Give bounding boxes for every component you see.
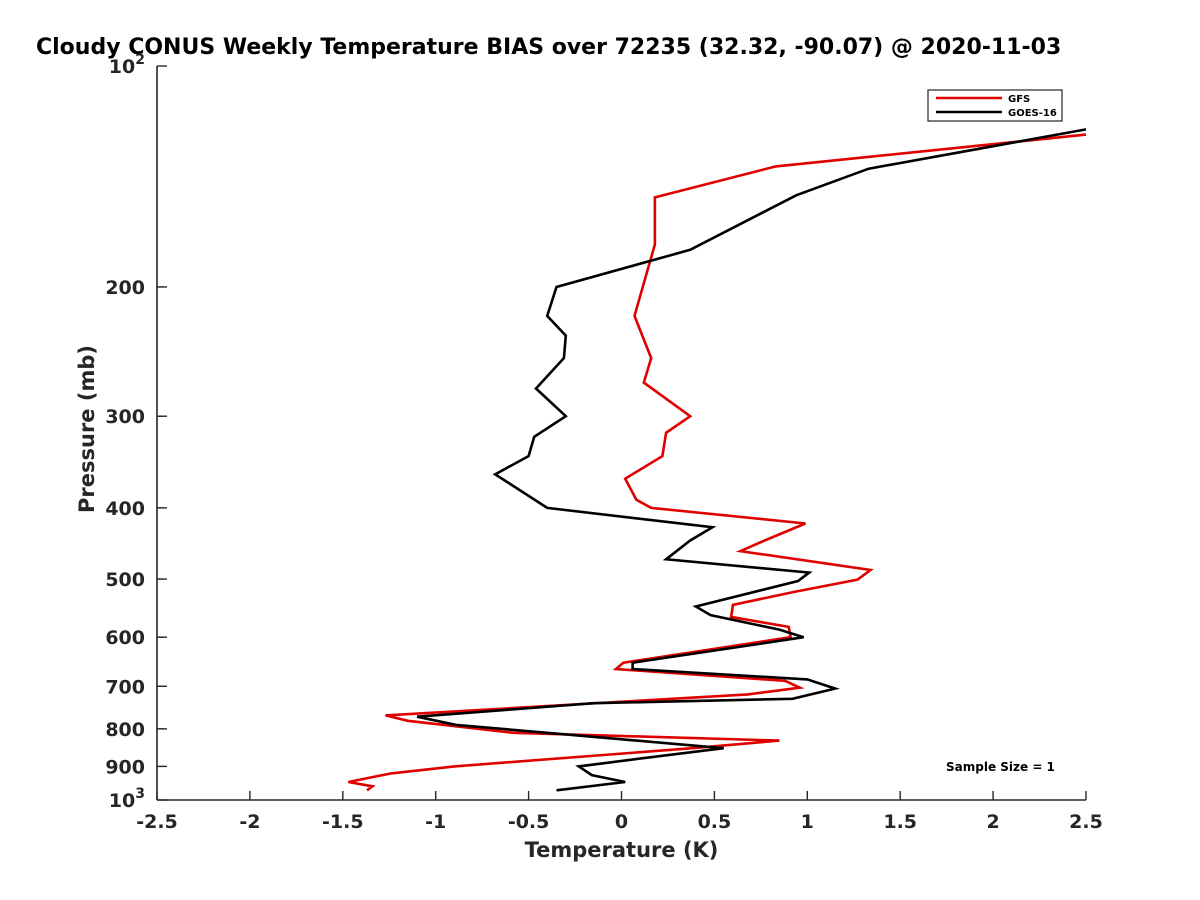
x-axis-label: Temperature (K) — [525, 838, 719, 862]
legend: GFS GOES-16 — [927, 89, 1063, 122]
y-tick-label: 900 — [105, 756, 145, 778]
x-tick-label: 2 — [986, 811, 999, 833]
y-tick-label: 300 — [105, 406, 145, 428]
series-line-gfs — [348, 133, 1087, 792]
y-tick-label: 400 — [105, 498, 145, 520]
y-tick-label: 700 — [105, 676, 145, 698]
x-tick-label: -1.5 — [322, 811, 364, 833]
y-tick-label: 600 — [105, 627, 145, 649]
x-tick-label: 0 — [615, 811, 628, 833]
series-line-goes-16 — [416, 128, 1087, 792]
y-tick-base: 10 — [109, 56, 135, 78]
series-lines — [348, 128, 1087, 792]
y-tick-label: 200 — [105, 277, 145, 299]
x-tick-label: 1.5 — [883, 811, 917, 833]
y-tick-base: 10 — [109, 790, 135, 812]
x-tick-label: 2.5 — [1069, 811, 1103, 833]
x-tick-label: 0.5 — [698, 811, 732, 833]
y-tick-label: 103 — [109, 786, 145, 812]
y-axis-label: Pressure (mb) — [75, 345, 99, 513]
y-tick-exponent: 3 — [135, 786, 145, 802]
x-ticks: -2.5 -2 -1.5 -1 -0.5 0 0.5 1 1.5 2 2.5 — [136, 791, 1103, 833]
x-tick-label: -2 — [239, 811, 260, 833]
x-tick-label: -2.5 — [136, 811, 178, 833]
legend-label: GOES-16 — [1008, 108, 1057, 119]
x-tick-label: -0.5 — [508, 811, 550, 833]
x-tick-label: -1 — [425, 811, 446, 833]
chart-title: Cloudy CONUS Weekly Temperature BIAS ove… — [36, 35, 1061, 60]
sample-size-annotation: Sample Size = 1 — [946, 760, 1055, 774]
y-tick-label: 800 — [105, 719, 145, 741]
legend-label: GFS — [1008, 94, 1030, 105]
y-tick-exponent: 2 — [135, 52, 145, 68]
legend-box — [927, 89, 1063, 122]
y-tick-label: 500 — [105, 569, 145, 591]
x-tick-label: 1 — [801, 811, 814, 833]
plot-area: -2.5 -2 -1.5 -1 -0.5 0 0.5 1 1.5 2 2.5 10220030040… — [105, 52, 1103, 833]
y-tick-label: 102 — [109, 52, 145, 78]
